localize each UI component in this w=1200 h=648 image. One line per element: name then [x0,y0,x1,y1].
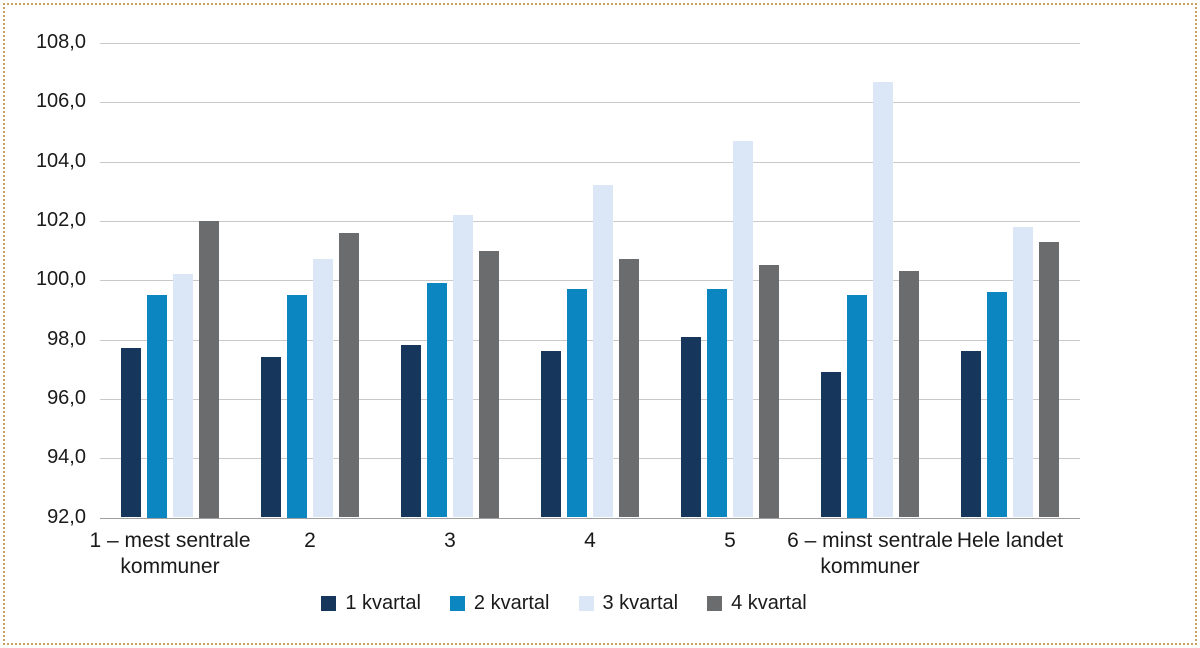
bar-series1-group7 [961,351,981,518]
bar-series3-group6 [873,81,893,518]
legend-swatch-icon [321,596,337,611]
legend-label: 1 kvartal [345,592,421,614]
bar-series4-group2 [339,232,359,518]
x-category-label: 2 [304,529,316,552]
x-category-label: 4 [584,529,596,552]
bar-series1-group4 [541,351,561,518]
y-tick-label: 94,0 [47,446,86,469]
bar-series3-group4 [593,185,613,518]
gridline [100,43,1080,44]
bar-series1-group3 [401,345,421,518]
bar-series3-group3 [453,215,473,518]
bar-series2-group5 [707,289,727,518]
legend-item: 1 kvartal [321,592,421,615]
bar-series2-group4 [567,289,587,518]
legend-swatch-icon [707,596,723,611]
gridline [100,458,1080,460]
y-tick-label: 100,0 [35,268,86,291]
bar-series4-group6 [899,271,919,518]
y-tick-label: 104,0 [35,149,86,172]
gridline [100,161,1080,163]
bar-series1-group1 [121,348,141,518]
legend-item: 4 kvartal [707,592,807,615]
legend: 1 kvartal 2 kvartal 3 kvartal 4 kvartal [0,592,1128,615]
bar-series2-group3 [427,283,447,518]
x-axis-line [100,517,1080,519]
bar-series2-group1 [147,295,167,518]
bar-series4-group3 [479,250,499,518]
gridline [100,102,1080,104]
legend-swatch-icon [578,596,594,611]
bar-series1-group6 [821,372,841,518]
legend-item: 2 kvartal [449,592,550,615]
y-tick-label: 92,0 [47,505,86,528]
legend-label: 4 kvartal [731,592,807,614]
y-tick-label: 102,0 [35,208,86,231]
bar-series1-group2 [261,357,281,518]
bar-series1-group5 [681,336,701,518]
y-tick-label: 98,0 [47,327,86,350]
y-tick-label: 108,0 [35,31,86,54]
bar-series4-group4 [619,259,639,518]
legend-label: 2 kvartal [473,592,550,614]
bar-series3-group7 [1013,226,1033,518]
bar-series3-group2 [313,259,333,518]
gridline [100,339,1080,341]
x-category-label: 5 [724,529,736,552]
legend-swatch-icon [449,596,465,611]
gridline [100,280,1080,282]
gridline [100,398,1080,400]
y-tick-label: 106,0 [35,90,86,113]
bar-series4-group7 [1039,241,1059,518]
x-category-label: 3 [444,529,456,552]
bar-series2-group2 [287,295,307,518]
x-category-label: 1 – mest sentrale kommuner [89,529,251,578]
legend-label: 3 kvartal [602,592,679,614]
bar-series3-group1 [173,274,193,518]
legend-item: 3 kvartal [578,592,679,615]
bar-series4-group1 [199,220,219,518]
bar-series4-group5 [759,265,779,518]
bar-series2-group7 [987,292,1007,518]
gridline [100,220,1080,222]
bar-series2-group6 [847,295,867,518]
bar-series3-group5 [733,140,753,518]
x-category-label: Hele landet [956,529,1064,552]
x-category-label: 6 – minst sentrale kommuner [787,529,953,578]
y-tick-label: 96,0 [47,386,86,409]
